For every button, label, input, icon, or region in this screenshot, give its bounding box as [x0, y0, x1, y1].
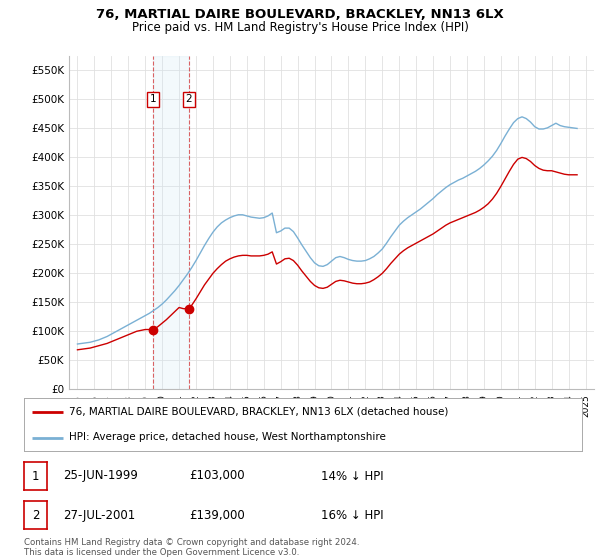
Text: 1: 1 [150, 95, 157, 105]
Text: HPI: Average price, detached house, West Northamptonshire: HPI: Average price, detached house, West… [68, 432, 386, 442]
Text: Contains HM Land Registry data © Crown copyright and database right 2024.
This d: Contains HM Land Registry data © Crown c… [24, 538, 359, 557]
Text: 14% ↓ HPI: 14% ↓ HPI [321, 469, 383, 483]
Text: 25-JUN-1999: 25-JUN-1999 [63, 469, 138, 483]
Text: 16% ↓ HPI: 16% ↓ HPI [321, 508, 383, 522]
Text: 2: 2 [32, 508, 39, 522]
Text: £139,000: £139,000 [189, 508, 245, 522]
Text: 1: 1 [32, 469, 39, 483]
Text: 2: 2 [185, 95, 192, 105]
Text: Price paid vs. HM Land Registry's House Price Index (HPI): Price paid vs. HM Land Registry's House … [131, 21, 469, 34]
Text: 76, MARTIAL DAIRE BOULEVARD, BRACKLEY, NN13 6LX: 76, MARTIAL DAIRE BOULEVARD, BRACKLEY, N… [96, 8, 504, 21]
Text: 27-JUL-2001: 27-JUL-2001 [63, 508, 135, 522]
Text: £103,000: £103,000 [189, 469, 245, 483]
Bar [154, 56, 189, 389]
Text: 76, MARTIAL DAIRE BOULEVARD, BRACKLEY, NN13 6LX (detached house): 76, MARTIAL DAIRE BOULEVARD, BRACKLEY, N… [68, 407, 448, 417]
